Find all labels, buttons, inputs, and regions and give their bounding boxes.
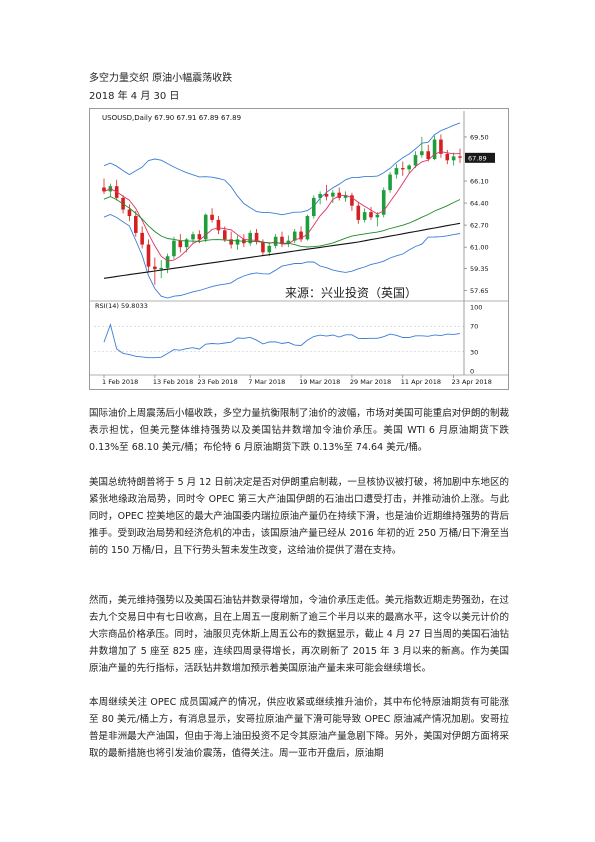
last-price-label: 67.89 <box>468 154 487 162</box>
candle-body <box>203 214 208 240</box>
candle-body <box>413 155 418 166</box>
price-tick-label: 69.50 <box>470 133 489 141</box>
candle-body <box>381 190 386 215</box>
candle-body <box>299 231 303 240</box>
candle-body <box>267 245 272 253</box>
paragraph-1: 国际油价上周震荡后小幅收跌，多空力量抗衡限制了油价的波幅，市场对美国可能重启对伊… <box>89 408 509 453</box>
candle-body <box>350 195 354 206</box>
time-tick-label: 13 Feb 2018 <box>153 378 193 386</box>
price-chart: 69.50 66.10 64.40 62.70 61.00 59.35 57.65 100 70… <box>89 108 509 390</box>
candle-body <box>432 139 437 159</box>
last-price-tag <box>465 152 495 163</box>
candle-body <box>343 195 348 198</box>
candle-body <box>400 168 405 170</box>
candle-body <box>292 231 297 241</box>
candle-body <box>273 236 278 246</box>
candle-body <box>102 187 106 192</box>
candle-body <box>216 219 221 231</box>
candle-body <box>311 197 316 217</box>
candle-body <box>127 209 132 217</box>
candle-body <box>324 194 329 197</box>
paragraph-2: 美国总统特朗普将于 5 月 12 日前决定是否对伊朗重启制裁，一旦核协议被打破，… <box>89 477 509 556</box>
paragraph-3: 然而，美元维持强势以及美国石油钻井数录得增加，令油价承压走低。美元指数近期走势强… <box>89 595 509 674</box>
candle-body <box>331 192 335 197</box>
candle-body <box>222 230 227 240</box>
candle-body <box>445 153 450 161</box>
rsi-label: RSI(14) 59.8033 <box>95 302 148 310</box>
candle-body <box>140 232 144 245</box>
price-tick-label: 62.70 <box>470 222 489 230</box>
rsi-tick-label: 0 <box>470 368 474 376</box>
time-tick-label: 29 Mar 2018 <box>350 378 391 386</box>
candle-body <box>337 192 342 198</box>
candle-body <box>280 236 284 244</box>
candle-body <box>362 212 367 220</box>
candle-body <box>178 240 183 248</box>
candlestick-chart-svg: 69.50 66.10 64.40 62.70 61.00 59.35 57.65 100 70… <box>90 111 508 386</box>
candle-body <box>375 214 380 218</box>
price-tick-label: 66.10 <box>470 178 489 186</box>
candle-body <box>439 139 443 154</box>
time-tick-label: 11 Apr 2018 <box>401 378 441 386</box>
price-tick-label: 57.65 <box>470 287 489 295</box>
time-tick-label: 1 Feb 2018 <box>102 378 138 386</box>
time-tick-label: 19 Mar 2018 <box>299 378 340 386</box>
candle-body <box>210 214 214 220</box>
candle-body <box>184 239 189 248</box>
candle-body <box>197 234 202 240</box>
candle-body <box>165 256 170 268</box>
candle-body <box>133 216 138 233</box>
candle-body <box>146 244 151 267</box>
paragraph-4: 本周继续关注 OPEC 成员国减产的情况，供应收紧或继续推升油价，其中布伦特原油… <box>89 697 509 759</box>
price-tick-label: 64.40 <box>470 200 489 208</box>
candle-body <box>191 234 195 240</box>
candle-body <box>369 212 373 218</box>
price-tick-label: 61.00 <box>470 244 489 252</box>
rsi-tick-label: 70 <box>470 323 478 331</box>
candle-body <box>248 232 253 244</box>
ma-long-line <box>103 222 461 279</box>
candle-body <box>451 156 456 161</box>
candle-body <box>394 168 399 175</box>
bollinger-lower-line <box>103 214 461 299</box>
candle-body <box>356 205 361 220</box>
time-tick-label: 7 Mar 2018 <box>248 378 285 386</box>
candle-body <box>420 151 424 156</box>
rsi-line <box>103 323 461 359</box>
candle-body <box>318 194 322 198</box>
candle-body <box>229 239 233 245</box>
candle-body <box>305 216 310 240</box>
candle-body <box>407 165 411 170</box>
candle-body <box>286 240 291 244</box>
ma-medium-line <box>103 196 461 248</box>
candle-body <box>235 239 240 245</box>
candle-body <box>153 266 157 270</box>
rsi-tick-label: 30 <box>470 348 478 356</box>
candle-body <box>254 232 259 242</box>
time-tick-label: 23 Feb 2018 <box>197 378 237 386</box>
candle-body <box>159 267 164 270</box>
bollinger-upper-line <box>103 122 461 216</box>
document-title: 多空力量交织 原油小幅震荡收跌 <box>89 73 233 84</box>
candle-body <box>458 156 462 158</box>
chart-watermark: 来源：兴业投资（英国） <box>285 285 417 300</box>
candle-body <box>172 240 176 257</box>
candle-body <box>261 241 265 253</box>
candle-body <box>426 151 431 159</box>
document-date: 2018 年 4 月 30 日 <box>89 91 180 102</box>
ma-short-line <box>103 151 461 262</box>
time-tick-label: 23 Apr 2018 <box>452 378 492 386</box>
chart-header: USOUSD,Daily 67.90 67.91 67.89 67.89 <box>102 114 241 122</box>
price-tick-label: 59.35 <box>470 265 489 273</box>
rsi-tick-label: 100 <box>470 304 482 312</box>
candle-body <box>388 174 392 191</box>
